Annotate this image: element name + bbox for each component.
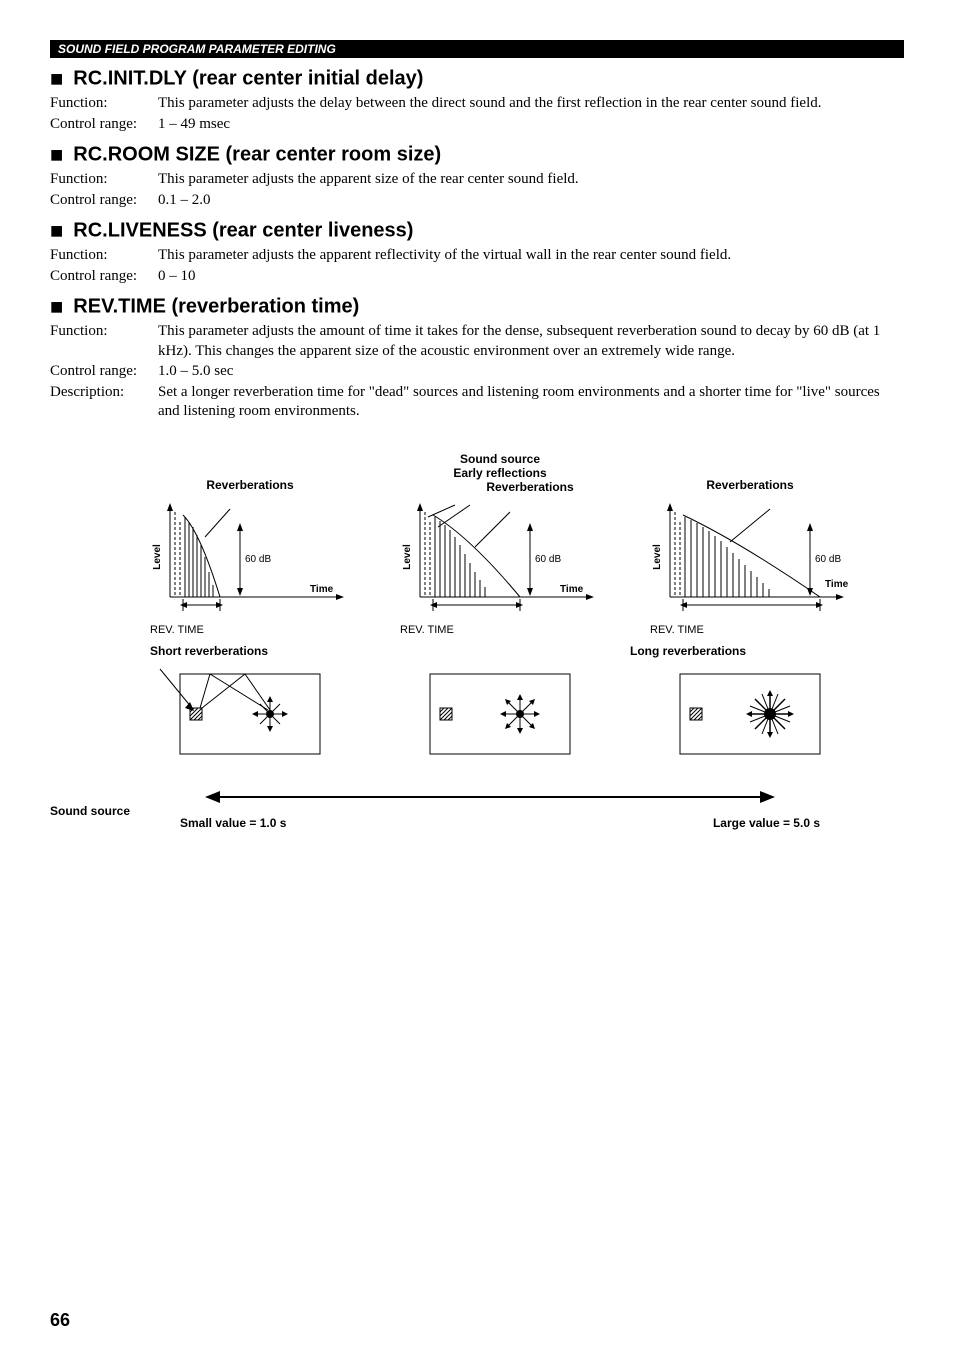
svg-text:Time: Time xyxy=(825,579,849,590)
value-arrow xyxy=(150,787,850,812)
chart-mid: Level 60 dB xyxy=(400,497,600,636)
page-number: 66 xyxy=(50,1310,904,1331)
chart-short: Level 60 dB xyxy=(150,497,350,636)
value-range: 1.0 – 5.0 sec xyxy=(158,362,904,382)
room-long xyxy=(650,664,850,769)
section-title: ■REV.TIME (reverberation time) xyxy=(50,294,904,320)
section-title: ■RC.INIT.DLY (rear center initial delay) xyxy=(50,66,904,92)
value-large: Large value = 5.0 s xyxy=(500,816,850,830)
value-function: This parameter adjusts the apparent refl… xyxy=(158,246,904,266)
value-range: 1 – 49 msec xyxy=(158,115,904,135)
label-range: Control range: xyxy=(50,191,158,211)
svg-text:Level: Level xyxy=(402,544,413,570)
label-range: Control range: xyxy=(50,115,158,135)
mid-label-long: Long reverberations xyxy=(630,644,746,658)
label-description: Description: xyxy=(50,383,158,422)
value-function: This parameter adjusts the amount of tim… xyxy=(158,322,904,361)
svg-text:60 dB: 60 dB xyxy=(245,554,271,565)
title-text: RC.INIT.DLY (rear center initial delay) xyxy=(73,67,423,89)
value-small: Small value = 1.0 s xyxy=(150,816,500,830)
room-short xyxy=(150,664,350,769)
value-description: Set a longer reverberation time for "dea… xyxy=(158,383,904,422)
label-range: Control range: xyxy=(50,267,158,287)
svg-text:Time: Time xyxy=(310,584,334,595)
page-header: SOUND FIELD PROGRAM PARAMETER EDITING xyxy=(50,40,904,58)
svg-text:Level: Level xyxy=(652,544,663,570)
section-rcroomsize: ■RC.ROOM SIZE (rear center room size) Fu… xyxy=(50,142,904,210)
label-function: Function: xyxy=(50,246,158,266)
title-text: RC.LIVENESS (rear center liveness) xyxy=(73,219,413,241)
chart-short-svg: Level 60 dB xyxy=(150,497,350,617)
title-text: RC.ROOM SIZE (rear center room size) xyxy=(73,143,441,165)
section-title: ■RC.ROOM SIZE (rear center room size) xyxy=(50,142,904,168)
label-function: Function: xyxy=(50,170,158,190)
section-rcliveness: ■RC.LIVENESS (rear center liveness) Func… xyxy=(50,218,904,286)
revtime-caption: REV. TIME xyxy=(650,624,850,636)
value-range: 0 – 10 xyxy=(158,267,904,287)
top-label-center: Sound source Early reflections Reverbera… xyxy=(400,452,600,495)
svg-text:Time: Time xyxy=(560,584,584,595)
mid-label-short: Short reverberations xyxy=(150,644,400,658)
top-label-center-2: Early reflections xyxy=(400,466,600,480)
value-function: This parameter adjusts the apparent size… xyxy=(158,170,904,190)
label-function: Function: xyxy=(50,94,158,114)
chart-long-svg: Level xyxy=(650,497,850,617)
chart-long: Level xyxy=(650,497,850,636)
section-rcinitdly: ■RC.INIT.DLY (rear center initial delay)… xyxy=(50,66,904,134)
label-function: Function: xyxy=(50,322,158,361)
svg-text:Level: Level xyxy=(152,544,163,570)
top-label-center-1: Sound source xyxy=(400,452,600,466)
room-mid xyxy=(400,664,600,769)
top-label-center-3: Reverberations xyxy=(400,480,600,494)
value-range: 0.1 – 2.0 xyxy=(158,191,904,211)
title-text: REV.TIME (reverberation time) xyxy=(73,295,359,317)
svg-text:60 dB: 60 dB xyxy=(535,554,561,565)
top-label-left: Reverberations xyxy=(150,452,350,495)
chart-mid-svg: Level 60 dB xyxy=(400,497,600,617)
value-function: This parameter adjusts the delay between… xyxy=(158,94,904,114)
section-title: ■RC.LIVENESS (rear center liveness) xyxy=(50,218,904,244)
revtime-caption: REV. TIME xyxy=(400,624,600,636)
side-label-source: Sound source xyxy=(50,804,130,818)
diagram-area: Reverberations Sound source Early reflec… xyxy=(50,452,904,830)
label-range: Control range: xyxy=(50,362,158,382)
revtime-caption: REV. TIME xyxy=(150,624,350,636)
top-label-right: Reverberations xyxy=(650,452,850,495)
section-revtime: ■REV.TIME (reverberation time) Function:… xyxy=(50,294,904,422)
svg-text:60 dB: 60 dB xyxy=(815,554,841,565)
